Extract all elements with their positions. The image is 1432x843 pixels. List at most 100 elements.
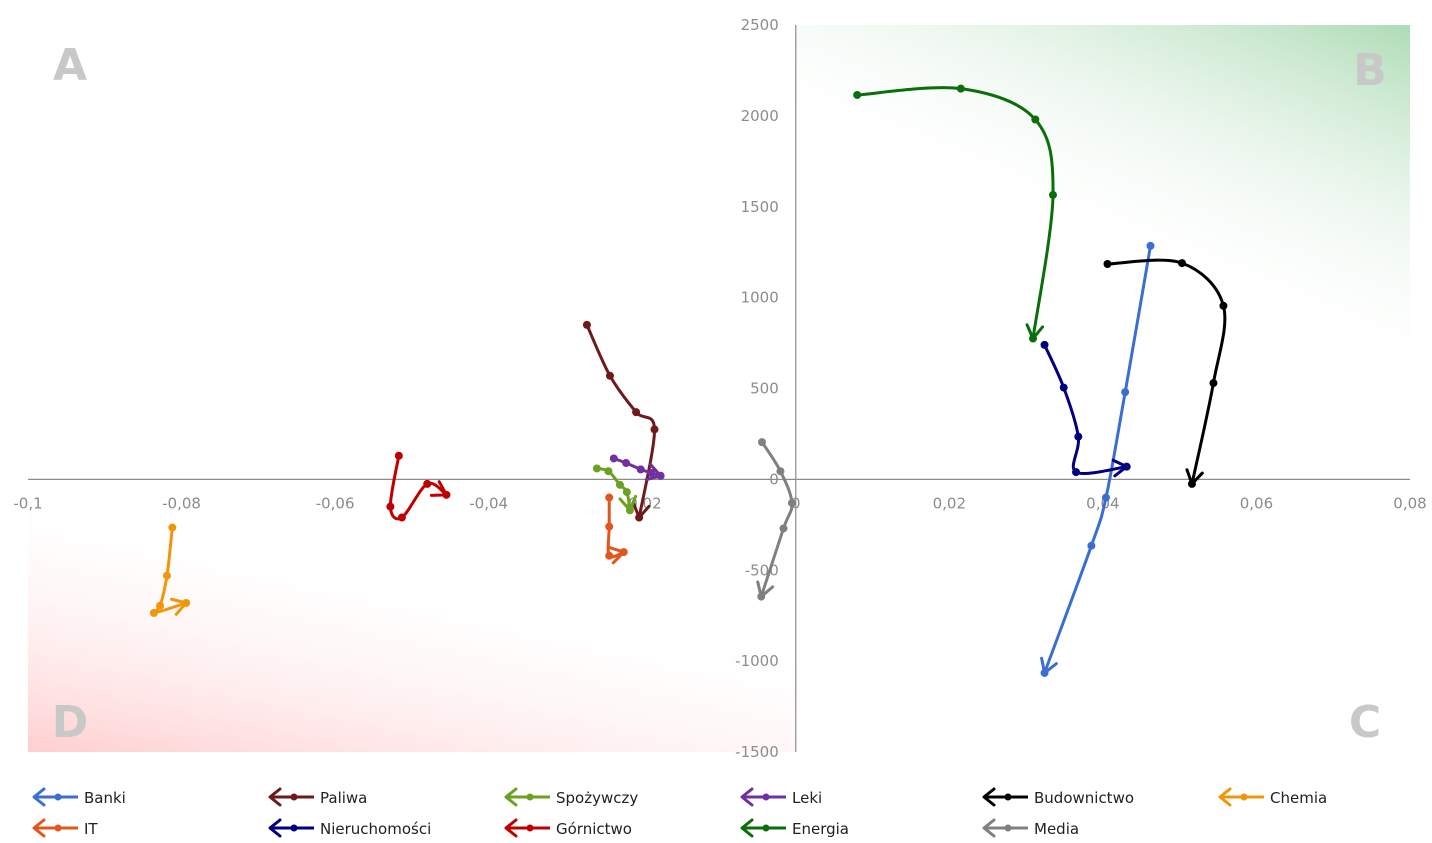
legend-label: Nieruchomości [320, 820, 431, 838]
data-point [1146, 241, 1155, 250]
y-tick-label: 2000 [741, 107, 779, 125]
legend-marker [526, 793, 534, 801]
legend-arrowhead [740, 787, 754, 807]
legend-arrowhead [740, 818, 754, 838]
legend-label: Paliwa [320, 789, 367, 807]
series-arrowhead [1185, 468, 1204, 486]
legend-label: Banki [84, 789, 126, 807]
series-chemia [149, 523, 191, 617]
series-arrowhead [756, 580, 775, 599]
data-point [622, 488, 631, 497]
data-point [615, 480, 624, 489]
data-point [149, 608, 158, 617]
data-point [757, 438, 766, 447]
series-arrowhead [644, 463, 663, 482]
legend-marker [526, 824, 534, 832]
x-tick-label: -0,1 [13, 494, 42, 512]
data-point [156, 601, 165, 610]
data-point [386, 502, 395, 511]
data-point [650, 425, 659, 434]
data-point [168, 523, 177, 532]
data-point [609, 454, 618, 463]
data-point [1074, 432, 1083, 441]
legend-marker [54, 824, 62, 832]
data-point [853, 90, 862, 99]
data-point [1048, 190, 1057, 199]
legend-item: Banki [32, 787, 126, 807]
data-point [1072, 468, 1081, 477]
series-spozywczy [592, 464, 638, 515]
data-point [162, 571, 171, 580]
quadrant-label-d: D [52, 697, 89, 748]
y-tick-label: -1500 [735, 743, 779, 761]
data-point [1040, 340, 1049, 349]
x-tick-label: 0,08 [1393, 494, 1426, 512]
x-tick-label: 0,02 [933, 494, 966, 512]
data-point [605, 493, 614, 502]
legend-label: Energia [792, 820, 849, 838]
data-point [605, 522, 614, 531]
data-point [787, 499, 796, 508]
data-point [779, 524, 788, 533]
legend-item: Budownictwo [982, 787, 1134, 807]
legend-arrowhead [32, 818, 46, 838]
legend-label: Chemia [1270, 789, 1327, 807]
data-point [1121, 388, 1130, 397]
series-arrowhead [429, 480, 448, 497]
legend-item: Nieruchomości [268, 818, 431, 838]
y-tick-label: -500 [745, 561, 779, 579]
legend-label: IT [84, 820, 98, 838]
legend-arrowhead [504, 818, 518, 838]
data-point [1103, 260, 1112, 269]
legend-marker [290, 824, 298, 832]
legend-marker [290, 793, 298, 801]
x-tick-label: 0,06 [1240, 494, 1273, 512]
legend-label: Leki [792, 789, 822, 807]
data-point [1059, 383, 1068, 392]
x-tick-label: -0,06 [316, 494, 355, 512]
series-arrowhead [618, 494, 638, 512]
legend-arrowhead [504, 787, 518, 807]
series-arrowhead [1025, 323, 1045, 341]
x-tick-label: -0,04 [469, 494, 508, 512]
y-tick-label: 0 [769, 470, 779, 488]
x-tick-label: 0,04 [1086, 494, 1119, 512]
legend-arrowhead [1218, 787, 1232, 807]
legend-marker [1240, 793, 1248, 801]
legend-label: Media [1034, 820, 1079, 838]
quadrant-label-c: C [1349, 697, 1381, 748]
series-media [756, 438, 796, 601]
legend-label: Górnictwo [556, 820, 632, 838]
data-point [632, 408, 641, 417]
legend-arrowhead [982, 818, 996, 838]
legend-item: Spożywczy [504, 787, 638, 807]
quadrant-label-a: A [53, 40, 87, 91]
series-arrowhead [170, 597, 188, 616]
series-arrowhead [1111, 458, 1129, 478]
series-energia [853, 84, 1057, 343]
series-line [1043, 244, 1152, 675]
data-point [1031, 115, 1040, 124]
data-point [605, 371, 614, 380]
data-point [397, 513, 406, 522]
legend-item: Chemia [1218, 787, 1327, 807]
y-tick-label: 2500 [741, 16, 779, 34]
data-point [1101, 493, 1110, 502]
data-point [622, 459, 631, 468]
legend-marker [54, 793, 62, 801]
series-arrowhead [632, 502, 651, 520]
legend-marker [1004, 824, 1012, 832]
data-point [605, 551, 614, 560]
data-point [1209, 379, 1218, 388]
data-point [647, 469, 656, 478]
quadrant-label-b: B [1353, 45, 1387, 96]
legend-item: Paliwa [268, 787, 367, 807]
legend-label: Budownictwo [1034, 789, 1134, 807]
legend-item: Górnictwo [504, 818, 632, 838]
data-point [592, 464, 601, 473]
series-arrowhead [1040, 656, 1058, 675]
data-point [394, 451, 403, 460]
legend-arrowhead [32, 787, 46, 807]
